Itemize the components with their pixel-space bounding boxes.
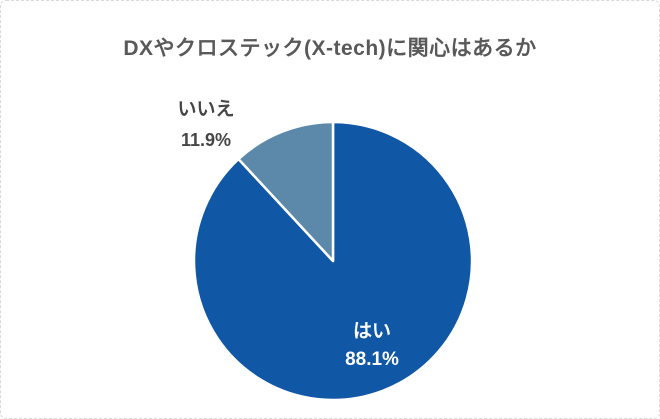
pie-label-yes-text: はい [352, 321, 391, 342]
pie-label-no-text: いいえ [177, 99, 235, 120]
pie-label-no-value: 11.9% [180, 130, 232, 150]
pie-label-yes-value: 88.1% [345, 349, 399, 370]
pie-label-no: いいえ 11.9% [158, 95, 254, 155]
pie-slice-1 [237, 120, 335, 263]
pie-label-yes: はい 88.1% [312, 318, 432, 374]
chart-title: DXやクロステック(X-tech)に関心はあるか [123, 37, 537, 60]
